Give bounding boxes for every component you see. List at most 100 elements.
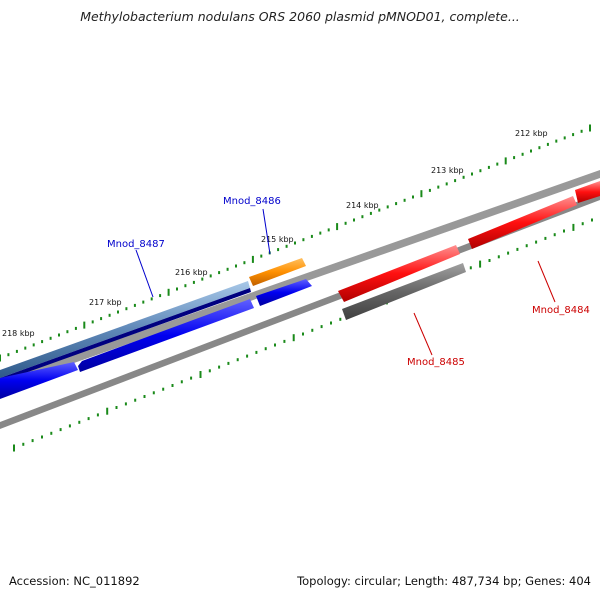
outer-scale-tick bbox=[530, 149, 532, 153]
outer-scale-tick bbox=[555, 139, 558, 143]
inner-scale-tick bbox=[572, 223, 575, 231]
leader-mnod-8484 bbox=[537, 260, 556, 303]
outer-scale-tick bbox=[302, 238, 305, 242]
gene-blue-right[interactable] bbox=[256, 279, 312, 306]
gene-blue-middle[interactable] bbox=[78, 299, 254, 372]
gene-mnod-8485[interactable] bbox=[342, 263, 466, 320]
outer-scale-tick bbox=[159, 294, 162, 298]
label-mnod-8487[interactable]: Mnod_8487 bbox=[107, 239, 165, 250]
inner-scale-tick bbox=[330, 321, 332, 325]
outer-scale-tick bbox=[108, 313, 111, 317]
outer-scale-tick bbox=[538, 146, 541, 150]
inner-scale-tick bbox=[87, 417, 90, 421]
inner-scale-tick bbox=[236, 358, 239, 362]
inner-scale-tick bbox=[544, 236, 547, 240]
inner-scale-tick bbox=[516, 247, 519, 251]
inner-scale-tick bbox=[134, 398, 137, 402]
outer-scale-tick bbox=[563, 136, 566, 140]
scale-label-215: 215 kbp bbox=[261, 235, 294, 244]
label-mnod-8486[interactable]: Mnod_8486 bbox=[223, 196, 281, 207]
outer-scale-tick bbox=[521, 152, 524, 156]
outer-scale-tick bbox=[192, 280, 195, 284]
leader-mnod-8487 bbox=[135, 249, 154, 298]
outer-scale-tick bbox=[277, 248, 280, 252]
inner-scale-tick bbox=[143, 395, 146, 398]
inner-scale-tick bbox=[488, 259, 491, 262]
inner-scale-tick bbox=[208, 369, 211, 373]
topology-summary-text: Topology: circular; Length: 487,734 bp; … bbox=[297, 574, 591, 588]
inner-scale-tick bbox=[78, 420, 81, 424]
scale-label-216: 216 kbp bbox=[175, 268, 208, 277]
outer-scale-tick bbox=[133, 303, 136, 307]
outer-scale-tick bbox=[218, 271, 221, 275]
inner-scale-tick bbox=[218, 365, 221, 369]
inner-scale-tick bbox=[50, 431, 53, 435]
outer-scale-tick bbox=[117, 310, 119, 314]
outer-scale-tick bbox=[83, 321, 86, 329]
gene-blue-left[interactable] bbox=[0, 362, 78, 399]
inner-scale-tick bbox=[59, 428, 62, 432]
gene-red-left[interactable] bbox=[338, 245, 460, 302]
leader-mnod-8486 bbox=[262, 208, 271, 255]
inner-scale-tick bbox=[31, 439, 34, 443]
outer-scale-tick bbox=[24, 346, 27, 350]
gene-mnod-8487-underline bbox=[0, 288, 251, 382]
outer-scale-tick bbox=[184, 284, 187, 288]
outer-scale-tick bbox=[369, 211, 372, 215]
inner-scale-tick bbox=[264, 347, 267, 351]
inner-scale-tick bbox=[339, 317, 342, 321]
outer-scale-tick bbox=[454, 179, 457, 183]
inner-scale-tick bbox=[68, 424, 71, 428]
label-mnod-8484[interactable]: Mnod_8484 bbox=[532, 305, 590, 316]
inner-scale-tick bbox=[162, 387, 165, 391]
inner-scale-tick bbox=[274, 343, 276, 347]
inner-scale-tick bbox=[563, 229, 565, 233]
outer-scale-tick bbox=[513, 156, 516, 160]
outer-scale-tick bbox=[7, 353, 10, 357]
gene-red-mnod-8484[interactable] bbox=[468, 196, 577, 249]
outer-scale-tick bbox=[412, 195, 414, 199]
outer-scale-tick bbox=[496, 162, 499, 166]
accession-text: Accession: NC_011892 bbox=[9, 574, 140, 588]
outer-scale-tick bbox=[471, 172, 473, 176]
outer-scale-tick bbox=[310, 234, 313, 238]
gene-red-right-edge[interactable] bbox=[575, 181, 600, 203]
outer-scale-tick bbox=[0, 354, 1, 362]
inner-scale-tick bbox=[469, 266, 472, 270]
outer-scale-tick bbox=[176, 287, 178, 291]
outer-scale-tick bbox=[437, 185, 440, 189]
outer-scale-tick bbox=[327, 228, 330, 232]
gene-mnod-8487-bar[interactable] bbox=[0, 281, 250, 378]
inner-scale-tick bbox=[497, 255, 500, 259]
outer-scale-tick bbox=[420, 190, 423, 198]
inner-scale-tick bbox=[255, 350, 258, 354]
outer-scale-tick bbox=[572, 133, 575, 137]
outer-scale-tick bbox=[479, 169, 482, 173]
outer-scale-tick bbox=[546, 142, 549, 146]
inner-scale-tick bbox=[124, 402, 127, 406]
outer-scale-tick bbox=[285, 244, 288, 248]
outer-scale-tick bbox=[445, 182, 448, 186]
inner-scale-tick bbox=[115, 406, 118, 409]
inner-scale-tick bbox=[507, 251, 510, 255]
inner-scale-tick bbox=[190, 376, 193, 380]
outer-scale-tick bbox=[260, 254, 263, 258]
label-mnod-8485[interactable]: Mnod_8485 bbox=[407, 357, 465, 368]
inner-scale-tick bbox=[581, 222, 584, 226]
inner-scale-tick bbox=[41, 435, 43, 439]
scale-label-212: 212 kbp bbox=[515, 129, 548, 138]
leader-mnod-8485 bbox=[413, 312, 433, 356]
outer-scale-tick bbox=[386, 205, 389, 209]
outer-scale-tick bbox=[428, 188, 431, 192]
outer-scale-tick bbox=[15, 349, 18, 353]
outer-scale-tick bbox=[66, 330, 69, 334]
outer-scale-tick bbox=[403, 198, 406, 202]
outer-scale-tick bbox=[167, 288, 170, 296]
scale-label-217: 217 kbp bbox=[89, 298, 122, 307]
outer-scale-tick bbox=[462, 175, 465, 179]
outer-scale-tick bbox=[74, 326, 77, 330]
gene-mnod-8486[interactable] bbox=[249, 258, 306, 286]
outer-scale-tick bbox=[91, 320, 94, 324]
inner-scale-tick bbox=[106, 407, 109, 415]
